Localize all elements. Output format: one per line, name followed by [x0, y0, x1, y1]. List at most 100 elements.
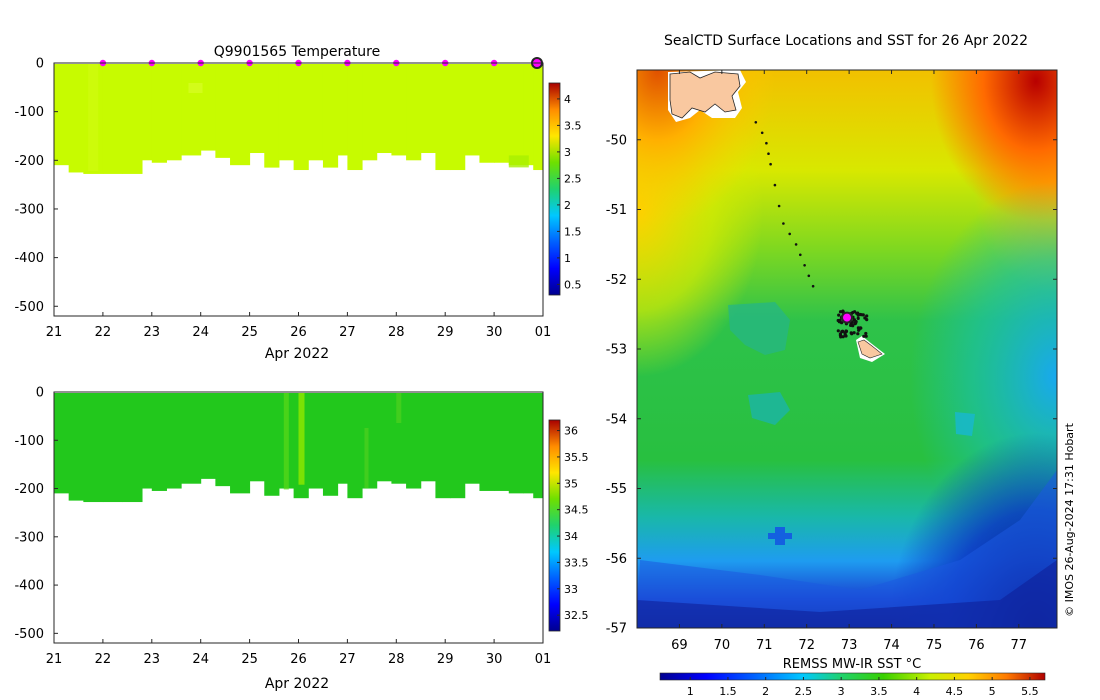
- sst-cold-southeast: [637, 70, 1057, 628]
- profile-column: [533, 64, 544, 171]
- track-point: [760, 131, 764, 135]
- cluster-point: [837, 313, 841, 317]
- heard-island: [857, 339, 883, 359]
- x-tick-label: 30: [486, 652, 503, 667]
- salinity-band: [298, 393, 305, 485]
- sst-cool-patch: [728, 302, 790, 355]
- sst-colorbar-tick-label: 3.5: [870, 685, 888, 698]
- profile-column: [215, 64, 231, 158]
- cluster-point: [854, 321, 858, 325]
- latitude-tick-label: -50: [606, 133, 627, 148]
- latitude-tick-label: -51: [606, 203, 627, 218]
- profile-column: [376, 393, 392, 482]
- sst-field: [637, 70, 1057, 628]
- track-point: [794, 243, 798, 246]
- colorbar-tick-label: 32.5: [564, 609, 589, 622]
- y-tick-label: -400: [14, 579, 44, 594]
- profile-column: [435, 393, 451, 499]
- x-tick-label: 29: [437, 325, 454, 340]
- track-point: [782, 222, 785, 225]
- track-point: [767, 152, 770, 155]
- x-tick-label: 22: [95, 652, 112, 667]
- x-tick-label: 22: [95, 325, 112, 340]
- longitude-axis: 69 70 71 72 73 74 75 76 77: [671, 70, 1027, 653]
- colorbar-tick-label: 3: [564, 146, 571, 159]
- profile-column: [142, 64, 153, 161]
- profile-column: [391, 64, 407, 156]
- latitude-tick-label: -52: [606, 273, 627, 288]
- cluster-point: [864, 334, 868, 338]
- profile-column: [54, 393, 70, 494]
- profile-column: [464, 64, 480, 156]
- cluster-point: [843, 331, 847, 335]
- cluster-point: [840, 330, 844, 334]
- colorbar-tick-label: 36: [564, 425, 578, 438]
- profile-column: [464, 393, 480, 484]
- sst-colorbar: [659, 672, 1046, 681]
- latitude-tick-label: -55: [606, 482, 627, 497]
- profile-column: [293, 64, 309, 171]
- profile-column: [249, 64, 265, 154]
- sst-colorbar-tick-label: 4: [913, 685, 920, 698]
- x-tick-label: 24: [192, 652, 209, 667]
- x-tick-label: 26: [290, 325, 307, 340]
- longitude-tick-label: 71: [756, 638, 773, 653]
- x-tick-label: 25: [241, 325, 258, 340]
- x-tick-label: 24: [192, 325, 209, 340]
- y-tick-label: -300: [14, 202, 44, 217]
- profile-column: [200, 64, 216, 151]
- sst-colorbar-tick-label: 4.5: [946, 685, 964, 698]
- salinity-band: [396, 393, 402, 423]
- temperature-title: Q9901565 Temperature: [214, 44, 381, 60]
- latitude-tick-label: -54: [606, 412, 627, 427]
- x-tick-label: 28: [388, 325, 405, 340]
- cluster-point: [836, 329, 840, 333]
- profile-column: [479, 393, 495, 491]
- temperature-panel: Q9901565 Temperature 0 -100 -200 -300 -400 -5…: [14, 44, 581, 362]
- cluster-point: [852, 331, 856, 335]
- profile-column: [166, 393, 182, 489]
- profile-column: [479, 64, 495, 163]
- sst-colorbar-label: REMSS MW-IR SST °C: [783, 657, 922, 672]
- temperature-x-label: Apr 2022: [265, 346, 329, 362]
- y-tick-label: 0: [36, 386, 44, 401]
- profile-column: [230, 393, 251, 494]
- x-tick-label: 23: [144, 652, 161, 667]
- x-tick-label: 21: [46, 652, 63, 667]
- y-tick-label: 0: [36, 57, 44, 72]
- profile-column: [122, 393, 143, 503]
- profile-column: [420, 393, 436, 482]
- cluster-point: [857, 327, 861, 331]
- y-tick-label: -500: [14, 627, 44, 642]
- salinity-x-label: Apr 2022: [265, 676, 329, 692]
- profile-column: [102, 393, 123, 503]
- y-tick-label: -300: [14, 530, 44, 545]
- profile-column: [435, 64, 451, 171]
- profile-column: [376, 64, 392, 154]
- longitude-tick-label: 74: [883, 638, 900, 653]
- profile-column: [508, 393, 524, 494]
- colorbar-tick-label: 4: [564, 93, 571, 106]
- x-tick-label: 29: [437, 652, 454, 667]
- sst-colorbar-tick-label: 3: [838, 685, 845, 698]
- profile-column: [450, 64, 466, 171]
- y-tick-label: -400: [14, 251, 44, 266]
- longitude-tick-label: 76: [968, 638, 985, 653]
- profile-column: [450, 393, 466, 499]
- profile-column: [264, 64, 280, 168]
- cluster-point: [838, 310, 843, 314]
- colorbar-tick-label: 0.5: [564, 278, 582, 291]
- salinity-profiles: [54, 393, 544, 503]
- seal-track: [754, 121, 815, 288]
- profile-column: [83, 393, 104, 503]
- colorbar-tick-label: 34: [564, 530, 578, 543]
- track-point: [807, 274, 811, 278]
- x-tick-label: 01: [535, 325, 552, 340]
- cluster-point: [851, 310, 855, 315]
- track-point: [811, 284, 815, 288]
- profile-column: [308, 64, 324, 161]
- y-tick-label: -200: [14, 482, 44, 497]
- cluster-point: [856, 332, 860, 336]
- profile-column: [406, 393, 422, 489]
